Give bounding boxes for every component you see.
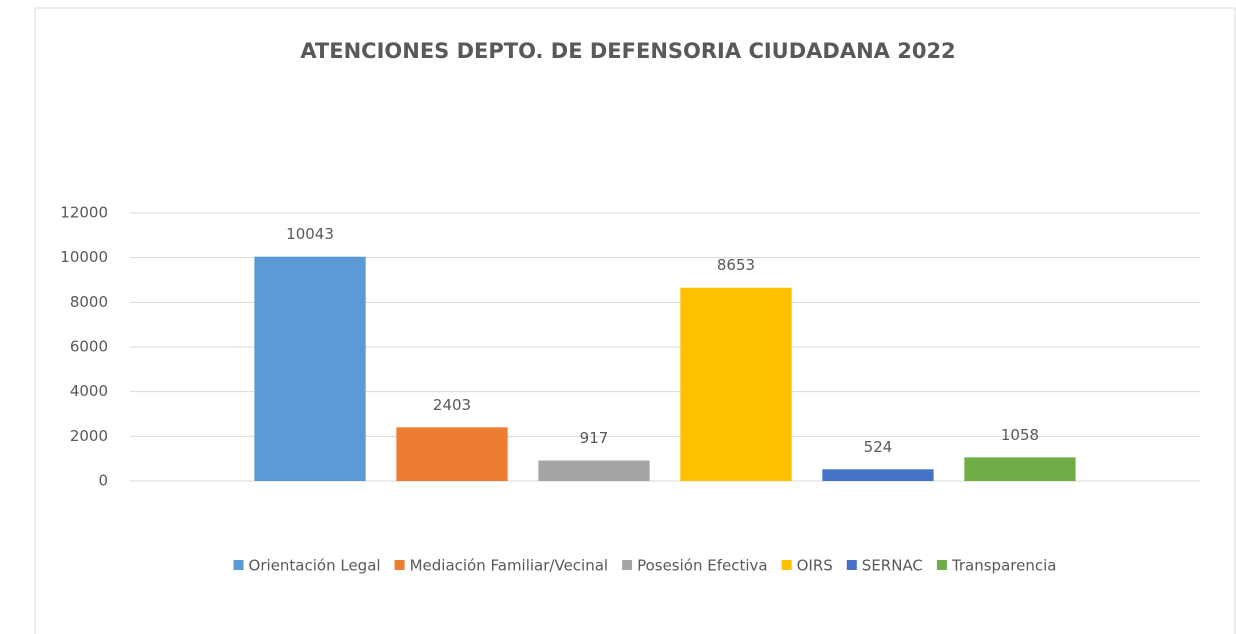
legend-swatch	[781, 560, 792, 570]
legend-swatch	[846, 560, 857, 570]
bar	[964, 457, 1076, 481]
legend-label: Posesión Efectiva	[637, 557, 768, 575]
data-label: 1058	[1001, 426, 1039, 444]
bar	[396, 427, 508, 481]
chart-title: ATENCIONES DEPTO. DE DEFENSORIA CIUDADAN…	[300, 39, 955, 63]
y-tick-label: 10000	[60, 248, 108, 266]
legend-swatch	[233, 560, 244, 570]
legend-label: Mediación Familiar/Vecinal	[410, 557, 609, 575]
data-label: 10043	[286, 225, 334, 243]
legend-swatch	[622, 560, 633, 570]
bar	[680, 287, 792, 481]
legend-swatch	[394, 560, 405, 570]
y-tick-label: 0	[98, 472, 108, 490]
bar	[254, 256, 366, 481]
bar	[538, 460, 650, 481]
legend-swatch	[936, 560, 947, 570]
y-tick-label: 2000	[70, 427, 108, 445]
legend-label: Orientación Legal	[249, 557, 381, 575]
y-tick-label: 12000	[60, 204, 108, 222]
y-tick-label: 4000	[70, 382, 108, 400]
chart-frame	[34, 7, 1236, 634]
y-tick-label: 8000	[70, 293, 108, 311]
legend-label: Transparencia	[951, 557, 1057, 575]
y-tick-label: 6000	[70, 338, 108, 356]
bar	[822, 469, 934, 481]
data-label: 2403	[433, 396, 471, 414]
legend-label: OIRS	[797, 557, 833, 575]
data-label: 524	[864, 438, 893, 456]
data-label: 917	[580, 429, 609, 447]
data-label: 8653	[717, 256, 755, 274]
legend-label: SERNAC	[862, 557, 923, 575]
